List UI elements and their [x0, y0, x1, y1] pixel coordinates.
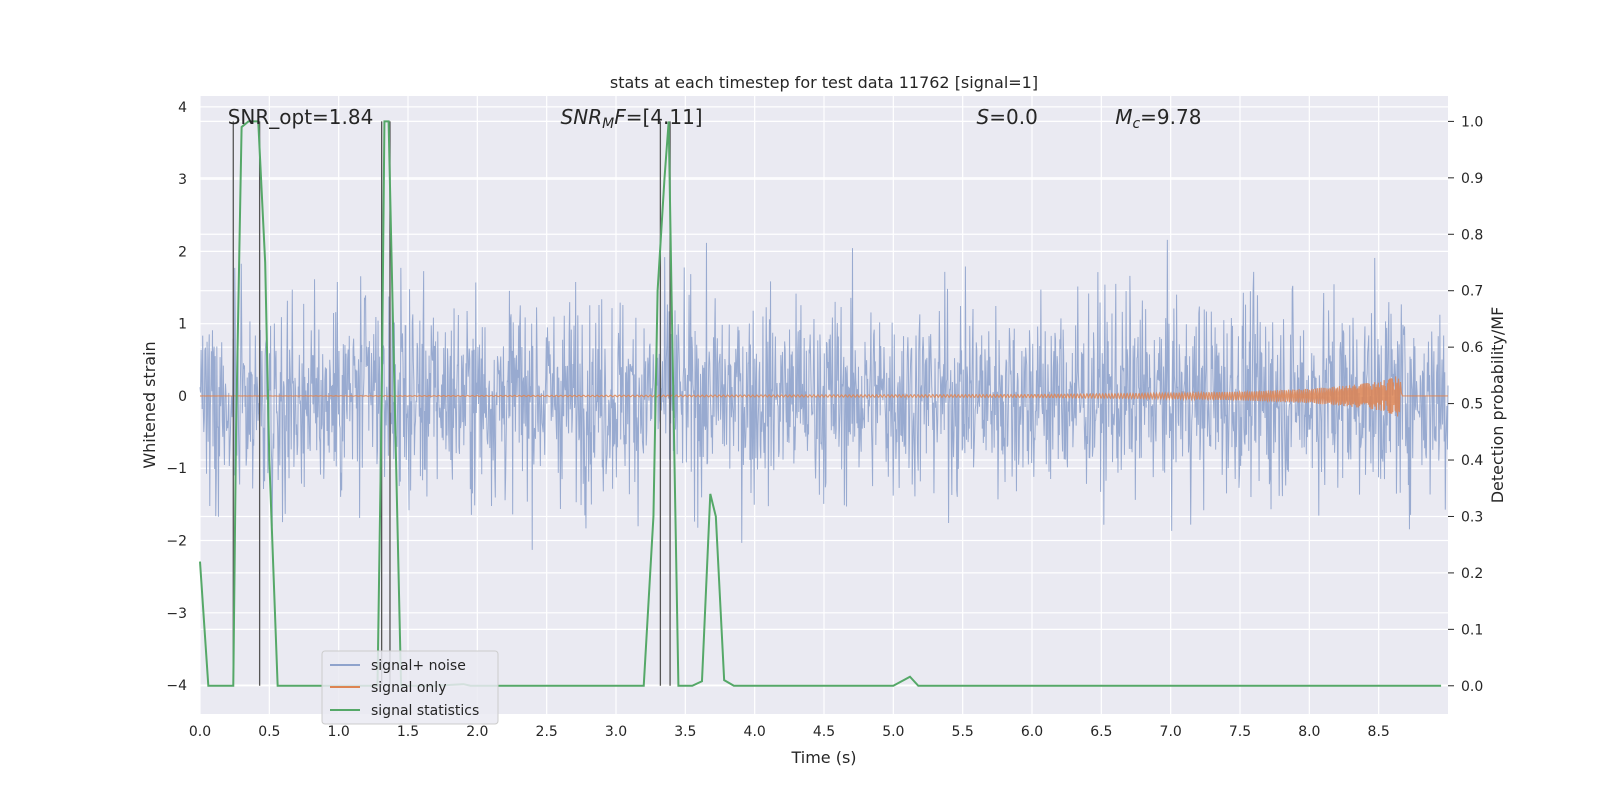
legend: signal+ noise signal only signal statist…	[321, 650, 499, 725]
x-axis-label: Time (s)	[790, 748, 856, 767]
y-left-tick-label: 3	[178, 172, 187, 188]
signal-only-series	[199, 376, 1448, 417]
legend-label-signal-only: signal only	[371, 680, 446, 696]
ticks: 0.0 0.5 1.0 1.5 2.0 2.5 3.0 3.5 4.0 4.5 5.0 5.5 6.0 6…	[166, 100, 1483, 740]
y-right-tick-label: 1.0	[1461, 114, 1483, 130]
x-tick-label: 7.5	[1229, 724, 1251, 740]
y-right-tick-label: 0.3	[1461, 509, 1483, 525]
y-left-tick-label: −2	[166, 534, 187, 550]
x-tick-label: 0.0	[189, 724, 211, 740]
annotation-text: SNRMF=[4.11]	[561, 105, 703, 132]
y-left-tick-label: 1	[178, 317, 187, 333]
x-tick-label: 5.5	[952, 724, 974, 740]
y-left-tick-label: 0	[178, 389, 187, 405]
y-right-axis-label: Detection probability/MF	[1488, 307, 1507, 504]
annotations: SNR_opt=1.84 SNRMF=[4.11] S=0.0 Mc=9.78	[228, 105, 1202, 132]
y-right-tick-label: 0.4	[1461, 453, 1483, 469]
y-right-tick-label: 0.6	[1461, 340, 1483, 356]
y-left-tick-label: −3	[166, 606, 187, 622]
signal-noise-line	[199, 239, 1449, 550]
y-right-tick-label: 0.7	[1461, 284, 1483, 300]
x-tick-label: 0.5	[258, 724, 280, 740]
annotation-text: Mc=9.78	[1115, 105, 1201, 132]
x-tick-label: 8.0	[1298, 724, 1320, 740]
x-tick-label: 7.0	[1160, 724, 1182, 740]
x-tick-label: 4.5	[813, 724, 835, 740]
legend-box	[321, 650, 499, 725]
annotation-text: SNR_opt=1.84	[228, 105, 374, 129]
y-left-tick-label: −4	[166, 678, 187, 694]
y-right-tick-label: 0.0	[1461, 679, 1483, 695]
y-left-axis-label: Whitened strain	[140, 341, 159, 468]
y-left-tick-label: −1	[166, 461, 187, 477]
x-tick-label: 1.5	[397, 724, 419, 740]
x-tick-label: 3.5	[674, 724, 696, 740]
y-right-tick-label: 0.2	[1461, 566, 1483, 582]
y-left-tick-label: 2	[178, 244, 187, 260]
y-right-tick-label: 0.5	[1461, 397, 1483, 413]
x-tick-label: 3.0	[605, 724, 627, 740]
x-tick-label: 8.5	[1368, 724, 1390, 740]
annotation-text: S=0.0	[977, 105, 1038, 129]
x-tick-label: 5.0	[882, 724, 904, 740]
x-tick-label: 6.5	[1090, 724, 1112, 740]
y-right-tick-label: 0.8	[1461, 227, 1483, 243]
x-tick-label: 2.5	[536, 724, 558, 740]
signal-only-line	[199, 376, 1448, 417]
y-right-tick-label: 0.1	[1461, 622, 1483, 638]
y-left-tick-label: 4	[178, 100, 187, 116]
legend-label-signal-statistics: signal statistics	[371, 703, 479, 719]
x-tick-label: 4.0	[744, 724, 766, 740]
x-tick-label: 6.0	[1021, 724, 1043, 740]
chart-title: stats at each timestep for test data 117…	[610, 73, 1038, 92]
x-tick-label: 1.0	[328, 724, 350, 740]
legend-label-signal-noise: signal+ noise	[371, 658, 466, 674]
x-tick-label: 2.0	[466, 724, 488, 740]
signal-noise-series	[199, 239, 1449, 550]
y-right-tick-label: 0.9	[1461, 171, 1483, 187]
